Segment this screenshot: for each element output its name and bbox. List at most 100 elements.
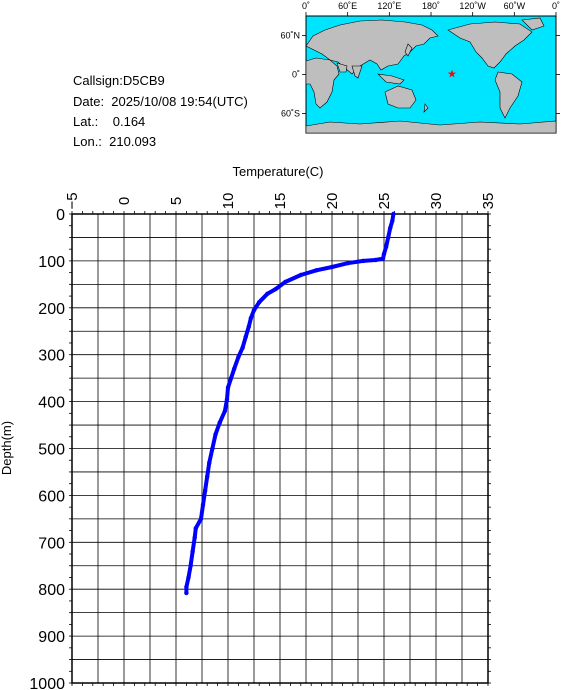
new-zealand-landmass xyxy=(423,103,429,113)
data-point xyxy=(243,334,248,340)
y-tick-label: 400 xyxy=(38,395,65,412)
latitude-text: Lat.: 0.164 xyxy=(73,114,146,129)
y-tick-label: 800 xyxy=(38,582,65,599)
data-point xyxy=(184,590,189,596)
x-tick-label: −5 xyxy=(64,192,81,209)
data-point xyxy=(188,563,193,568)
data-point xyxy=(200,502,206,507)
map-tick-labels: 0˚ 60˚E 120˚E 180˚ 120˚W 60˚W 0˚ 60˚N 0˚ 60˚S xyxy=(280,1,560,119)
data-point xyxy=(232,366,237,371)
australia-landmass xyxy=(384,85,417,109)
x-tick-label: 20 xyxy=(324,193,341,210)
data-point xyxy=(190,549,195,554)
star-icon: ★ xyxy=(447,68,457,80)
data-point xyxy=(225,385,231,390)
x-tick-labels: −5 0 5 10 15 20 25 30 35 xyxy=(64,192,497,209)
map-lon-label: 180˚ xyxy=(422,1,440,11)
data-point xyxy=(198,516,204,522)
data-point xyxy=(246,324,251,329)
data-point xyxy=(391,211,396,217)
y-tick-label: 300 xyxy=(38,348,65,365)
x-tick-label: 35 xyxy=(480,193,497,210)
map-lon-label: 60˚W xyxy=(504,1,526,11)
x-tick-label: 0 xyxy=(116,197,133,205)
y-tick-labels: 0 100 200 300 400 500 600 700 800 900 1000 xyxy=(29,207,65,690)
data-point xyxy=(251,307,257,313)
data-point xyxy=(388,225,393,231)
map-lat-label: 60˚N xyxy=(280,31,300,41)
map-lon-label: 0˚ xyxy=(552,1,560,11)
temperature-profile-line xyxy=(184,212,396,595)
data-point xyxy=(390,218,395,224)
x-tick-label: 25 xyxy=(376,193,393,210)
data-point xyxy=(329,264,335,270)
data-point xyxy=(224,397,230,402)
south-america-landmass xyxy=(494,71,523,119)
data-point xyxy=(345,261,350,266)
map-lon-label: 120˚E xyxy=(377,1,401,11)
data-point xyxy=(248,315,254,321)
y-tick-label: 500 xyxy=(38,442,65,459)
date-text: Date: 2025/10/08 19:54(UTC) xyxy=(73,94,248,109)
data-point xyxy=(273,286,278,292)
y-tick-label: 600 xyxy=(38,488,65,505)
data-point xyxy=(314,268,319,273)
data-point xyxy=(193,526,198,531)
data-point xyxy=(383,244,389,249)
y-tick-label: 700 xyxy=(38,535,65,552)
data-point xyxy=(236,354,241,360)
chart-grid xyxy=(71,213,489,684)
y-tick-label: 0 xyxy=(56,207,65,224)
data-point xyxy=(202,488,208,493)
y-tick-label: 1000 xyxy=(29,676,65,690)
longitude-text: Lon.: 210.093 xyxy=(73,134,157,149)
map-lat-label: 0˚ xyxy=(292,70,300,80)
indonesia-landmass xyxy=(377,73,405,85)
x-axis-label: Temperature(C) xyxy=(232,164,323,179)
land-masses xyxy=(305,17,557,134)
map-lon-label: 0˚ xyxy=(302,1,310,11)
data-point xyxy=(381,251,387,257)
x-tick-label: 10 xyxy=(220,193,237,210)
africa-landmass xyxy=(305,57,340,109)
map-lon-label: 120˚W xyxy=(459,1,486,11)
data-point xyxy=(207,460,212,465)
data-point xyxy=(186,575,191,580)
minor-tick-marks xyxy=(69,211,491,686)
arabia-landmass xyxy=(336,62,348,73)
data-point xyxy=(257,300,262,305)
data-point xyxy=(213,432,218,437)
data-point xyxy=(228,375,234,381)
map-lat-label: 60˚S xyxy=(281,109,300,119)
x-tick-label: 30 xyxy=(428,193,445,210)
data-point xyxy=(386,235,391,240)
map-lon-label: 60˚E xyxy=(338,1,357,11)
data-point xyxy=(210,446,215,451)
data-point xyxy=(380,256,386,261)
callsign-text: Callsign:D5CB9 xyxy=(73,73,165,88)
data-point xyxy=(205,474,210,479)
y-tick-label: 200 xyxy=(38,301,65,318)
data-point xyxy=(222,408,228,414)
data-point xyxy=(217,420,222,425)
data-point xyxy=(240,345,245,350)
india-landmass xyxy=(351,65,363,79)
antarctica-landmass xyxy=(305,120,557,134)
map-tick-marks xyxy=(302,12,560,114)
y-axis-label: Depth(m) xyxy=(0,421,14,475)
series-layer xyxy=(184,211,396,596)
world-map: 0˚ 60˚E 120˚E 180˚ 120˚W 60˚W 0˚ 60˚N 0˚ 60˚S ★ xyxy=(280,1,560,134)
y-tick-label: 100 xyxy=(38,254,65,271)
data-point xyxy=(373,257,378,263)
data-point xyxy=(265,291,270,296)
data-point xyxy=(361,258,366,264)
data-point xyxy=(184,584,189,590)
y-tick-label: 900 xyxy=(38,629,65,646)
x-tick-label: 5 xyxy=(168,197,185,205)
data-point xyxy=(298,272,303,278)
greenland-landmass xyxy=(521,17,545,31)
japan-landmass xyxy=(404,43,413,57)
data-point xyxy=(192,535,197,540)
